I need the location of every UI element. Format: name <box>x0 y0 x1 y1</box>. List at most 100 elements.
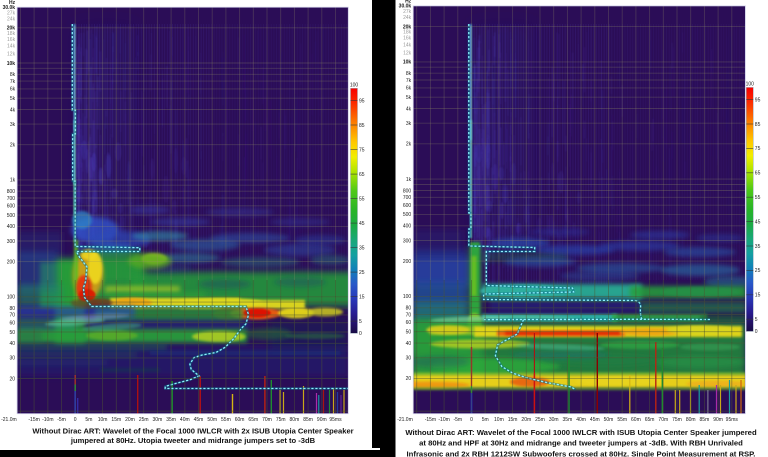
svg-text:85: 85 <box>359 123 365 129</box>
svg-text:85m: 85m <box>700 417 710 423</box>
svg-text:-10m: -10m <box>42 417 53 423</box>
svg-text:Hz: Hz <box>405 0 412 5</box>
svg-text:jumpered at 80Hz. Utopia tweet: jumpered at 80Hz. Utopia tweeter and mid… <box>70 436 316 445</box>
svg-text:3k: 3k <box>406 121 412 127</box>
svg-text:55m: 55m <box>221 417 231 423</box>
svg-text:30.0k: 30.0k <box>3 5 16 11</box>
svg-text:400: 400 <box>7 224 16 230</box>
svg-text:2k: 2k <box>406 142 412 148</box>
svg-text:100: 100 <box>7 295 16 301</box>
svg-text:20k: 20k <box>403 24 412 30</box>
svg-text:8k: 8k <box>10 72 16 78</box>
svg-text:65: 65 <box>359 172 365 178</box>
svg-text:15: 15 <box>755 293 761 299</box>
svg-text:5: 5 <box>359 319 362 325</box>
svg-text:95: 95 <box>755 97 761 103</box>
svg-text:Without Dirac ART: Wavelet of: Without Dirac ART: Wavelet of the Focal … <box>405 428 757 437</box>
svg-text:65m: 65m <box>248 417 258 423</box>
svg-text:1k: 1k <box>406 177 412 183</box>
svg-text:12k: 12k <box>7 52 16 58</box>
svg-text:10k: 10k <box>403 60 412 66</box>
svg-text:500: 500 <box>403 212 412 218</box>
svg-text:400: 400 <box>403 224 412 230</box>
svg-text:55: 55 <box>755 195 761 201</box>
svg-text:0: 0 <box>755 329 758 335</box>
svg-text:-15m: -15m <box>425 417 436 423</box>
svg-text:60m: 60m <box>631 417 641 423</box>
svg-text:18k: 18k <box>7 31 16 37</box>
svg-text:100: 100 <box>746 82 755 88</box>
svg-text:60: 60 <box>10 321 16 327</box>
svg-text:95ms: 95ms <box>329 417 342 423</box>
svg-text:20: 20 <box>10 376 16 382</box>
svg-text:18k: 18k <box>403 30 412 36</box>
svg-text:7k: 7k <box>406 78 412 84</box>
svg-text:200: 200 <box>7 259 16 265</box>
svg-text:-5m: -5m <box>57 417 66 423</box>
svg-text:5: 5 <box>755 317 758 323</box>
svg-text:5m: 5m <box>482 417 489 423</box>
svg-text:90m: 90m <box>317 417 327 423</box>
svg-text:4k: 4k <box>10 107 16 113</box>
svg-text:-15m: -15m <box>28 417 39 423</box>
svg-text:0: 0 <box>359 331 362 337</box>
svg-text:-21.0m: -21.0m <box>397 417 413 423</box>
svg-text:60m: 60m <box>235 417 245 423</box>
svg-text:4k: 4k <box>406 106 412 112</box>
svg-text:55m: 55m <box>617 417 627 423</box>
svg-text:27k: 27k <box>403 9 412 15</box>
svg-text:80m: 80m <box>290 417 300 423</box>
svg-text:45: 45 <box>755 219 761 225</box>
svg-text:25: 25 <box>359 270 365 276</box>
svg-text:0: 0 <box>470 417 473 423</box>
svg-text:300: 300 <box>7 239 16 245</box>
svg-text:0: 0 <box>74 417 77 423</box>
svg-text:50m: 50m <box>604 417 614 423</box>
svg-text:15m: 15m <box>111 417 121 423</box>
svg-text:30m: 30m <box>549 417 559 423</box>
svg-text:85: 85 <box>755 122 761 128</box>
svg-text:27k: 27k <box>7 10 16 16</box>
svg-text:200: 200 <box>403 259 412 265</box>
svg-text:Infrasonic and 2x RBH 1212SW S: Infrasonic and 2x RBH 1212SW Subwoofers … <box>407 449 756 457</box>
svg-text:40: 40 <box>10 341 16 347</box>
svg-text:35: 35 <box>359 245 365 251</box>
svg-text:8k: 8k <box>406 71 412 77</box>
svg-text:65: 65 <box>755 171 761 177</box>
svg-text:90m: 90m <box>713 417 723 423</box>
svg-text:5k: 5k <box>10 96 16 102</box>
svg-text:24k: 24k <box>7 16 16 22</box>
svg-text:800: 800 <box>403 188 412 194</box>
svg-text:40m: 40m <box>576 417 586 423</box>
svg-text:25m: 25m <box>535 417 545 423</box>
svg-text:20k: 20k <box>7 26 16 32</box>
svg-text:Hz: Hz <box>9 0 16 6</box>
svg-text:35m: 35m <box>563 417 573 423</box>
svg-text:70: 70 <box>10 313 16 319</box>
svg-text:10m: 10m <box>494 417 504 423</box>
svg-text:600: 600 <box>7 204 16 210</box>
svg-text:700: 700 <box>7 196 16 202</box>
svg-text:10k: 10k <box>7 61 16 67</box>
svg-text:25m: 25m <box>139 417 149 423</box>
svg-text:300: 300 <box>403 238 412 244</box>
svg-text:15m: 15m <box>508 417 518 423</box>
svg-text:25: 25 <box>755 268 761 274</box>
svg-text:100: 100 <box>350 83 359 89</box>
svg-text:10m: 10m <box>98 417 108 423</box>
svg-text:95: 95 <box>359 98 365 104</box>
svg-text:16k: 16k <box>7 37 16 43</box>
svg-text:35: 35 <box>755 244 761 250</box>
svg-text:30: 30 <box>406 356 412 362</box>
svg-text:20: 20 <box>406 376 412 382</box>
svg-text:45m: 45m <box>590 417 600 423</box>
svg-text:70: 70 <box>406 312 412 318</box>
svg-text:80m: 80m <box>686 417 696 423</box>
svg-text:50m: 50m <box>207 417 217 423</box>
svg-text:500: 500 <box>7 213 16 219</box>
svg-text:50: 50 <box>10 330 16 336</box>
svg-text:1k: 1k <box>10 178 16 184</box>
svg-text:60: 60 <box>406 320 412 326</box>
svg-text:2k: 2k <box>10 143 16 149</box>
svg-text:15: 15 <box>359 294 365 300</box>
